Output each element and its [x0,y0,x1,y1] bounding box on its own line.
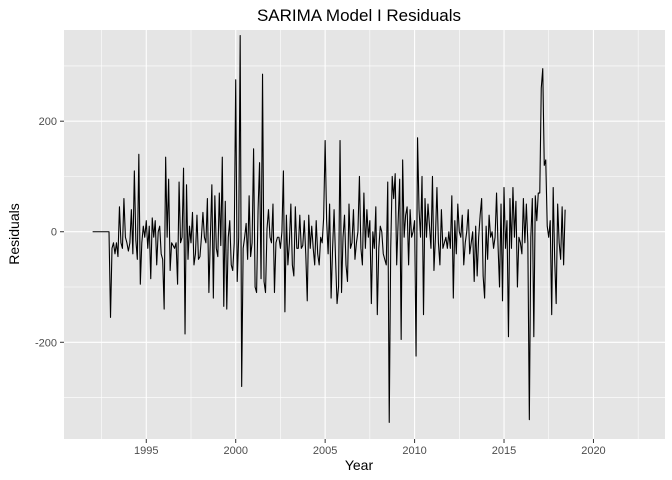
x-tick-label: 2010 [402,445,426,457]
chart-title: SARIMA Model I Residuals [257,6,461,25]
x-tick-label: 2015 [492,445,516,457]
y-axis-ticks: -200 0 200 [35,116,64,349]
y-tick-label: 200 [39,116,57,128]
x-tick-label: 1995 [134,445,158,457]
y-axis-title: Residuals [6,203,22,264]
x-tick-label: 2005 [313,445,337,457]
x-tick-label: 2020 [581,445,605,457]
x-axis-title: Year [345,457,374,473]
y-tick-label: 0 [51,227,57,239]
residuals-series-line [92,34,566,423]
x-tick-label: 2000 [223,445,247,457]
x-axis-ticks: 1995 2000 2005 2010 2015 2020 [134,439,606,457]
y-tick-label: -200 [35,337,57,349]
